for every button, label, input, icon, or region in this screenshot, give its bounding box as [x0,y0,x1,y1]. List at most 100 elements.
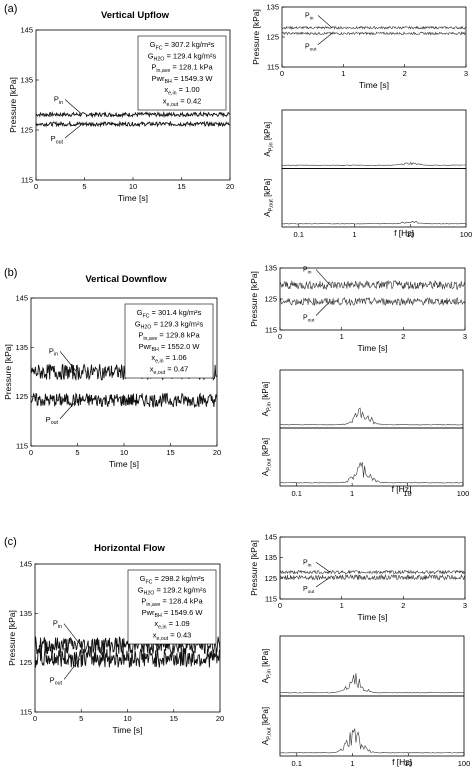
zoom-time-axis-label: Time [s] [358,612,388,622]
b-time-series-pout [30,392,218,409]
b-time-x-tick-label: 5 [75,448,79,457]
fft-subplot-frame [281,168,467,228]
zoom-p-out-pointer [315,577,331,588]
b-zoom-y-tick-label: 125 [264,295,277,304]
fft-x-tick-label: 1 [350,489,354,498]
legend-entry: GH2O = 129.4 kg/m²s [148,51,217,62]
p-out-pointer [64,124,82,139]
fft-x-tick-label: 0.1 [291,489,301,498]
a-time-x-tick-label: 10 [129,182,137,191]
c-time-x-tick-label: 0 [33,714,37,723]
c-time-y-tick-label: 145 [19,560,32,569]
legend-entry: PwrBH = 1549.3 W [152,74,214,85]
c-zoom-y-tick-label: 135 [264,553,277,562]
c-time-x-tick-label: 15 [170,714,178,723]
b-time-x-tick-label: 0 [29,448,33,457]
a-time-y-tick-label: 115 [21,176,33,185]
c-time-y-tick-label: 125 [19,658,32,667]
pressure-axis-label: Pressure [kPa] [3,344,13,400]
legend-entry: Pin,ave = 128.1 kPa [151,63,213,74]
legend-entry: GH2O = 129.2 kg/m²s [138,585,207,596]
c-zoom-x-tick-label: 3 [463,601,467,610]
fft-amplitude-axis-label: AP,out [kPa] [261,707,272,745]
zoom-p-out-pointer [315,301,331,316]
c-time-x-tick-label: 20 [216,714,224,723]
b-zoom-series-pout [279,296,466,306]
frequency-axis-label: f [Hz] [392,757,412,767]
legend-entry: xe,in = 1.06 [151,353,186,364]
zoom-p-out-pointer [317,33,333,45]
fft-subplot-frame [279,635,465,697]
b-zoom-series-pin [279,280,466,291]
panel-title: Vertical Downflow [85,274,167,285]
a-time-x-tick-label: 5 [82,182,86,191]
c-zoom-y-tick-label: 125 [264,574,277,583]
c-time-y-tick-label: 135 [19,609,32,618]
legend-entry: xe,in = 1.09 [154,619,189,630]
p-out-label: Pout [51,134,64,145]
a-time-x-tick-label: 0 [34,182,38,191]
legend-entry: GFC = 301.4 kg/m²s [137,308,202,319]
zoom-p-out-label: Pout [305,44,317,53]
zoom-p-in-pointer [315,269,331,286]
zoom-p-in-label: Pin [303,559,312,568]
fft-subplot-frame [279,695,465,757]
c-zoom-plot-frame [279,536,466,600]
pressure-axis-label: Pressure [kPa] [7,610,17,666]
legend-entry: PwrBH = 1552.0 W [139,342,201,353]
fft-subplot-frame [279,427,464,487]
zoom-p-in-label: Pin [303,266,312,275]
b-time-x-tick-label: 15 [166,448,174,457]
p-out-label: Pout [50,675,63,686]
zoom-time-axis-label: Time [s] [359,80,389,90]
b-time-y-tick-label: 125 [15,392,28,401]
p-in-label: Pin [49,346,58,357]
p-out-pointer [63,658,81,680]
fft-x-tick-label: 0.1 [294,230,304,239]
c-zoom-x-tick-label: 1 [340,601,344,610]
b-time-y-tick-label: 115 [16,442,28,451]
frequency-axis-label: f [Hz] [394,228,414,238]
a-zoom-series-pout [282,31,467,36]
legend-entry: Pin,ave = 129.8 kPa [138,331,200,342]
time-axis-label: Time [s] [109,459,139,469]
legend-entry: xe,out = 0.42 [163,97,202,108]
fft-series-a-p-out [279,728,465,754]
b-time-x-tick-label: 20 [213,448,221,457]
legend-entry: PwrBH = 1549.6 W [142,608,204,619]
b-zoom-x-tick-label: 3 [463,332,467,341]
panel-title: Horizontal Flow [94,543,165,554]
legend-entry: xe,out = 0.47 [150,365,189,376]
zoom-p-in-label: Pin [305,13,314,22]
fft-x-tick-label: 100 [458,759,471,768]
fft-subplot-frame [281,109,467,169]
a-zoom-series-pin [281,25,467,30]
a-time-y-tick-label: 135 [20,76,33,85]
legend-entry: GH2O = 129.3 kg/m²s [135,319,204,330]
zoom-pressure-axis-label: Pressure [kPa] [249,271,259,327]
c-zoom-x-tick-label: 2 [401,601,405,610]
a-time-series-pout [35,120,231,128]
fft-amplitude-axis-label: AP,in [kPa] [261,649,272,684]
c-time-x-tick-label: 5 [79,714,83,723]
legend-entry: GFC = 307.2 kg/m²s [150,40,215,51]
fft-amplitude-axis-label: AP,in [kPa] [261,382,272,417]
a-zoom-x-tick-label: 3 [464,69,468,78]
fft-x-tick-label: 10 [406,230,414,239]
b-time-y-tick-label: 145 [15,294,28,303]
fft-x-tick-label: 1 [350,759,354,768]
a-time-y-tick-label: 125 [20,126,33,135]
fft-x-tick-label: 0.1 [292,759,302,768]
p-in-pointer [59,351,77,372]
fft-series-a-p-out [279,461,464,484]
fft-x-tick-label: 100 [457,489,470,498]
fft-x-tick-label: 1 [352,230,356,239]
fft-amplitude-axis-label: AP,in [kPa] [263,122,274,157]
c-time-y-tick-label: 115 [20,708,32,717]
time-axis-label: Time [s] [118,193,148,203]
legend-entry: xe,out = 0.43 [153,631,192,642]
p-out-label: Pout [46,415,59,426]
zoom-p-out-label: Pout [303,315,315,324]
